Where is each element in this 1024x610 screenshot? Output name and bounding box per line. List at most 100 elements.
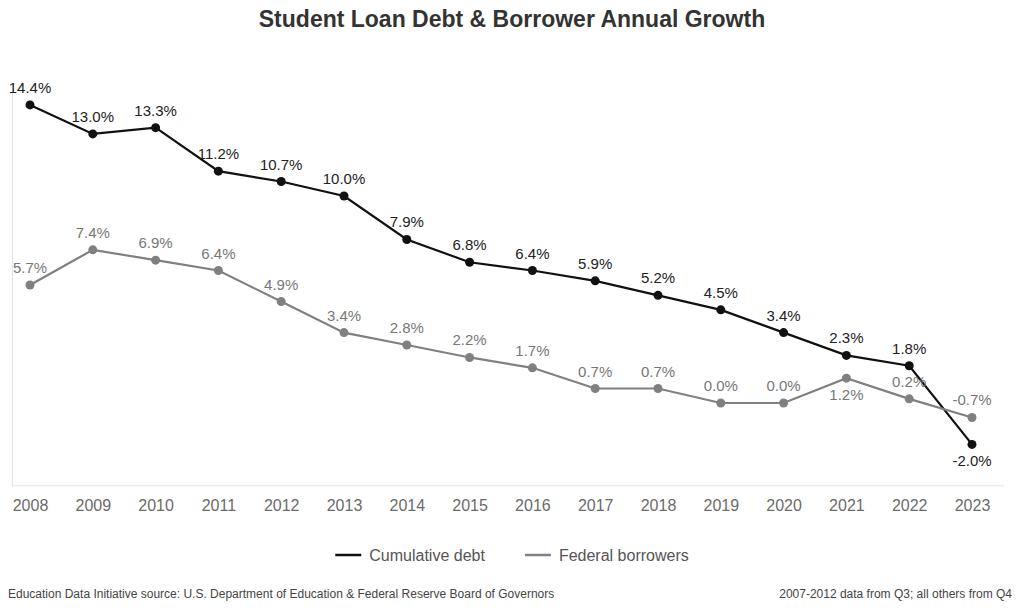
x-tick: 2023 — [955, 486, 991, 514]
x-tick: 2016 — [515, 486, 551, 514]
point — [151, 256, 160, 265]
point — [465, 353, 474, 362]
x-tick-label: 2023 — [955, 497, 991, 514]
series-line — [30, 105, 972, 444]
data-label: 10.0% — [323, 170, 366, 187]
point — [88, 245, 97, 254]
x-tick-label: 2019 — [704, 497, 740, 514]
data-label: 6.9% — [138, 234, 172, 251]
x-tick: 2010 — [138, 486, 174, 514]
data-label: 0.2% — [892, 373, 926, 390]
point — [716, 305, 725, 314]
data-label: 0.0% — [704, 377, 738, 394]
point — [402, 341, 411, 350]
plot-area — [26, 100, 977, 448]
data-label: 4.5% — [704, 284, 738, 301]
y-axis-line — [12, 93, 13, 486]
x-tick: 2009 — [76, 486, 112, 514]
point — [402, 235, 411, 244]
data-label: 5.2% — [641, 269, 675, 286]
point — [779, 328, 788, 337]
chart: Student Loan Debt & Borrower Annual Grow… — [0, 0, 1024, 610]
y-axis — [12, 93, 13, 486]
point — [26, 100, 35, 109]
data-label: 5.7% — [13, 259, 47, 276]
data-label: 6.4% — [201, 245, 235, 262]
series-line — [30, 250, 972, 418]
point — [591, 384, 600, 393]
x-axis-line — [12, 485, 1004, 486]
point — [716, 399, 725, 408]
data-label: 6.4% — [515, 245, 549, 262]
x-tick: 2014 — [390, 486, 426, 514]
x-tick: 2013 — [327, 486, 363, 514]
x-tick: 2019 — [704, 486, 740, 514]
x-tick: 2017 — [578, 486, 614, 514]
data-label: 2.8% — [390, 319, 424, 336]
x-tick: 2020 — [766, 486, 802, 514]
data-label: 0.0% — [766, 377, 800, 394]
x-tick-label: 2014 — [390, 497, 426, 514]
data-label: 3.4% — [327, 307, 361, 324]
point — [214, 167, 223, 176]
x-tick-label: 2017 — [578, 497, 614, 514]
point — [654, 384, 663, 393]
data-label: -0.7% — [952, 391, 991, 408]
data-label: 3.4% — [766, 307, 800, 324]
data-label: 0.7% — [641, 363, 675, 380]
point — [277, 177, 286, 186]
x-tick: 2018 — [641, 486, 677, 514]
footnote: Education Data Initiative source: U.S. D… — [8, 587, 554, 601]
data-label: -2.0% — [952, 452, 991, 469]
data-label: 1.8% — [892, 340, 926, 357]
data-label: 1.7% — [515, 342, 549, 359]
data-label: 4.9% — [264, 276, 298, 293]
x-tick: 2011 — [202, 486, 237, 514]
legend-swatch — [525, 554, 551, 557]
x-tick-label: 2020 — [766, 497, 802, 514]
point — [528, 266, 537, 275]
point — [528, 363, 537, 372]
background — [0, 0, 1024, 610]
x-tick-label: 2011 — [202, 497, 237, 514]
x-tick-label: 2008 — [13, 497, 49, 514]
data-label: 11.2% — [198, 145, 239, 162]
x-tick-label: 2013 — [327, 497, 363, 514]
point — [842, 351, 851, 360]
point — [905, 361, 914, 370]
point — [340, 192, 349, 201]
x-tick-label: 2009 — [76, 497, 112, 514]
data-label: 14.4% — [9, 79, 52, 96]
point — [26, 281, 35, 290]
footnote: 2007-2012 data from Q3; all others from … — [779, 587, 1012, 601]
data-label: 7.9% — [390, 213, 424, 230]
x-tick: 2015 — [452, 486, 488, 514]
x-tick: 2012 — [264, 486, 300, 514]
data-label: 13.3% — [134, 102, 177, 119]
point — [654, 291, 663, 300]
data-label: 7.4% — [76, 224, 110, 241]
point — [340, 328, 349, 337]
point — [151, 123, 160, 132]
x-axis: 2008 2009 2010 2011 2012 2013 2014 2015 2016 2017… — [12, 486, 1004, 514]
legend-swatch — [335, 554, 361, 557]
point — [905, 394, 914, 403]
data-label: 2.3% — [829, 329, 863, 346]
data-label: 0.7% — [578, 363, 612, 380]
point — [591, 276, 600, 285]
legend: Cumulative debt Federal borrowers — [335, 547, 688, 564]
data-label: 5.9% — [578, 255, 612, 272]
x-tick-label: 2016 — [515, 497, 551, 514]
x-tick-label: 2012 — [264, 497, 300, 514]
x-tick-label: 2015 — [452, 497, 488, 514]
legend-label: Cumulative debt — [369, 547, 485, 564]
point — [779, 399, 788, 408]
legend-label: Federal borrowers — [559, 547, 689, 564]
data-label: 13.0% — [72, 108, 115, 125]
x-tick: 2022 — [892, 486, 928, 514]
point — [842, 374, 851, 383]
data-labels: 14.4%13.0%13.3%11.2%10.7%10.0%7.9%6.8%6.… — [9, 79, 992, 469]
point — [465, 258, 474, 267]
x-tick-label: 2018 — [641, 497, 677, 514]
data-label: 10.7% — [260, 156, 303, 173]
